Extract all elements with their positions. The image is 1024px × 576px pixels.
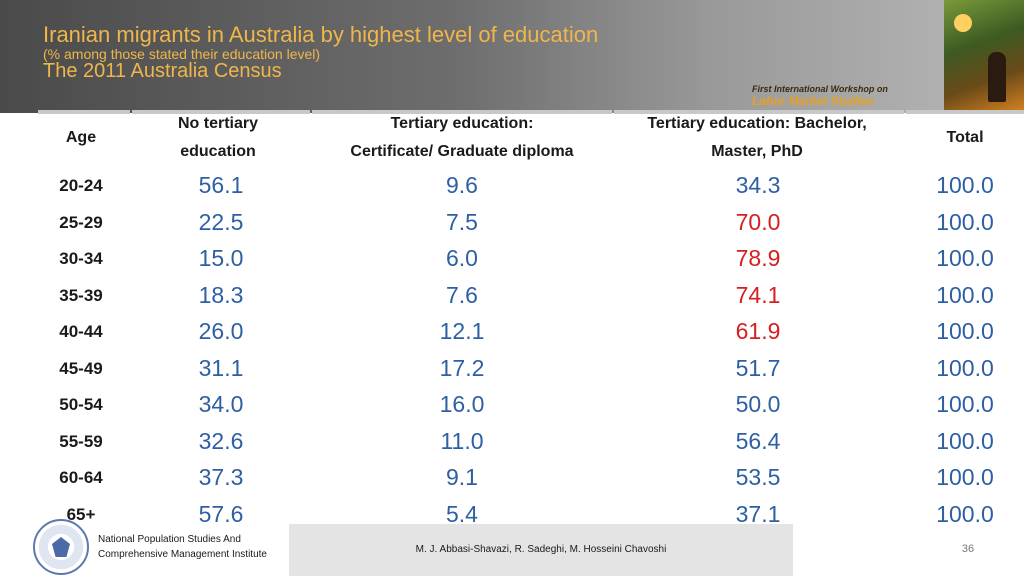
worker-figure-icon xyxy=(988,52,1006,102)
cell-certificate: 6.0 xyxy=(446,245,478,271)
row-age-label: 25-29 xyxy=(59,212,103,232)
column-header-bachelor-line2: Master, PhD xyxy=(711,143,803,160)
footer-authors: M. J. Abbasi-Shavazi, R. Sadeghi, M. Hos… xyxy=(415,544,667,555)
column-header-bachelor-line1: Tertiary education: Bachelor, xyxy=(647,115,867,132)
footer-right-panel xyxy=(793,524,1024,576)
cell-total: 100.0 xyxy=(936,354,994,381)
cell-total: 100.0 xyxy=(936,427,994,454)
cell-no-tertiary: 34.0 xyxy=(198,391,244,417)
cell-bachelor: 37.1 xyxy=(735,500,781,527)
sun-icon xyxy=(954,14,972,32)
row-age-label: 60-64 xyxy=(59,468,103,487)
cell-total: 100.0 xyxy=(936,281,994,308)
cell-total: 100.0 xyxy=(936,172,994,198)
cell-certificate: 7.6 xyxy=(446,281,478,308)
column-header-age: Age xyxy=(65,129,97,146)
cell-total: 100.0 xyxy=(936,245,994,271)
row-age-label: 35-39 xyxy=(59,285,103,305)
row-age-label: 40-44 xyxy=(59,322,103,341)
row-age-label: 20-24 xyxy=(59,176,103,195)
cell-no-tertiary: 15.0 xyxy=(198,245,244,271)
cell-bachelor: 34.3 xyxy=(735,172,781,198)
workshop-logo-line1: First International Workshop on xyxy=(752,84,888,94)
cell-bachelor: 74.1 xyxy=(735,281,781,308)
cell-certificate: 16.0 xyxy=(439,391,485,417)
institute-logo-icon xyxy=(33,519,89,575)
cell-certificate: 9.6 xyxy=(446,172,478,198)
slide-title: Iranian migrants in Australia by highest… xyxy=(43,22,599,47)
cell-no-tertiary: 32.6 xyxy=(198,427,244,454)
cell-total: 100.0 xyxy=(936,208,994,235)
institute-name-line1: National Population Studies And xyxy=(98,534,241,545)
cell-bachelor: 50.0 xyxy=(735,391,781,417)
header-rule-no-tertiary xyxy=(132,110,310,114)
column-header-no-tertiary-line1: No tertiary xyxy=(177,115,259,132)
slide-subtitle: (% among those stated their education le… xyxy=(43,46,321,62)
cell-bachelor: 51.7 xyxy=(735,354,781,381)
cell-certificate: 5.4 xyxy=(446,500,478,527)
slide-source: The 2011 Australia Census xyxy=(43,60,282,82)
cell-certificate: 11.0 xyxy=(440,427,484,454)
cell-no-tertiary: 56.1 xyxy=(198,172,244,198)
row-age-label: 45-49 xyxy=(59,358,103,378)
institute-name-line2: Comprehensive Management Institute xyxy=(98,549,267,560)
cell-no-tertiary: 31.1 xyxy=(198,354,244,381)
header-banner xyxy=(0,0,1024,113)
cell-no-tertiary: 18.3 xyxy=(198,281,244,308)
row-age-label: 65+ xyxy=(66,504,96,524)
cell-bachelor: 56.4 xyxy=(735,427,781,454)
column-header-certificate-line1: Tertiary education: xyxy=(390,115,534,132)
cell-total: 100.0 xyxy=(936,391,994,417)
cell-bachelor: 70.0 xyxy=(735,208,781,235)
cell-certificate: 9.1 xyxy=(446,464,478,490)
row-age-label: 50-54 xyxy=(59,395,103,414)
cell-bachelor: 53.5 xyxy=(735,464,781,490)
header-rule-total xyxy=(906,110,1024,114)
workshop-logo-line2: Labor Market Studies xyxy=(752,94,875,108)
cell-bachelor: 61.9 xyxy=(735,318,781,344)
header-rule-certificate xyxy=(312,110,612,114)
column-header-certificate-line2: Certificate/ Graduate diploma xyxy=(350,143,574,160)
cell-certificate: 12.1 xyxy=(439,318,485,344)
cell-no-tertiary: 22.5 xyxy=(198,208,244,235)
cell-certificate: 7.5 xyxy=(446,208,478,235)
header-photo xyxy=(944,0,1024,110)
cell-total: 100.0 xyxy=(936,500,994,527)
page-number: 36 xyxy=(961,543,975,555)
cell-no-tertiary: 37.3 xyxy=(198,464,244,490)
workshop-logo: First International Workshop on Labor Ma… xyxy=(752,84,942,110)
cell-bachelor: 78.9 xyxy=(735,245,781,271)
cell-certificate: 17.2 xyxy=(439,354,485,381)
cell-no-tertiary: 57.6 xyxy=(198,500,244,527)
row-age-label: 30-34 xyxy=(59,249,103,268)
column-header-no-tertiary-line2: education xyxy=(180,143,256,160)
cell-total: 100.0 xyxy=(936,318,994,344)
cell-no-tertiary: 26.0 xyxy=(198,318,244,344)
footer-bar xyxy=(289,524,793,576)
header-rule-bachelor xyxy=(614,110,904,114)
header-rule-age xyxy=(38,110,130,114)
column-header-total: Total xyxy=(946,129,984,146)
cell-total: 100.0 xyxy=(936,464,994,490)
row-age-label: 55-59 xyxy=(59,431,103,451)
